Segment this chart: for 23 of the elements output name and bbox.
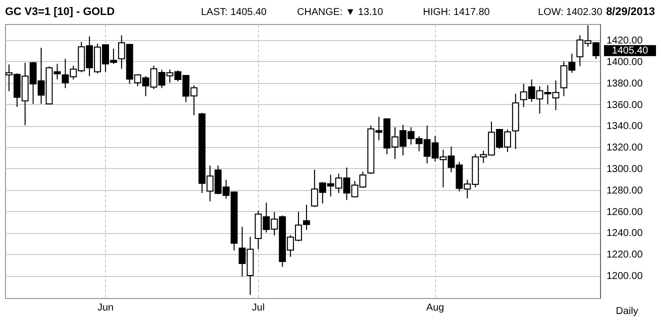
y-tick-label: 1420.00 xyxy=(606,36,644,47)
x-tick-label: Jun xyxy=(97,302,114,314)
y-tick-label: 1400.00 xyxy=(606,56,644,68)
text: LAST: 1405.40 xyxy=(201,7,268,18)
y-tick-label: 1300.00 xyxy=(606,164,644,175)
x-tick-label: Aug xyxy=(426,302,444,314)
text: HIGH: 1417.80 xyxy=(423,7,490,18)
text: LOW: 1402.30 xyxy=(538,7,603,18)
y-tick-label: 1280.00 xyxy=(606,185,644,196)
y-tick-label: 1320.00 xyxy=(606,142,644,154)
y-tick-label: 1240.00 xyxy=(606,228,644,240)
text: 1405.40 xyxy=(612,46,649,57)
y-tick-label: 1380.00 xyxy=(606,78,644,90)
y-tick-label: 1220.00 xyxy=(606,250,644,261)
y-tick-label: 1340.00 xyxy=(606,121,644,132)
text: 8/29/2013 xyxy=(606,6,655,18)
x-tick-label: Jul xyxy=(252,302,265,314)
y-tick-label: 1360.00 xyxy=(606,100,644,111)
y-tick-label: 1260.00 xyxy=(606,206,644,218)
y-tick-label: 1200.00 xyxy=(606,271,644,282)
text: Daily xyxy=(616,306,638,317)
chart-title: GC V3=1 [10] - GOLD xyxy=(5,6,115,18)
text: CHANGE: ▼ 13.10 xyxy=(297,7,384,18)
